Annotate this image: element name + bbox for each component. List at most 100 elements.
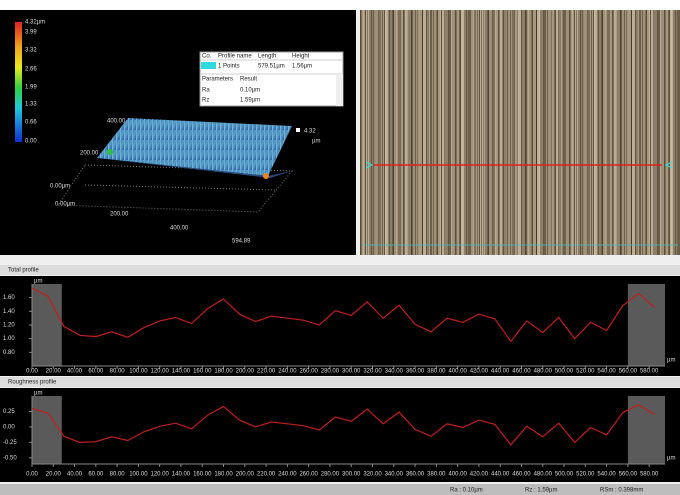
x-tick-label: 200.00 bbox=[236, 369, 255, 375]
profile-table: Co. Profile name Length Height 1 Points … bbox=[200, 52, 343, 106]
x-tick-label: 460.00 bbox=[512, 369, 531, 375]
unit-label: µm bbox=[667, 456, 675, 462]
unit-label: µm bbox=[34, 279, 42, 285]
x-tick-label: 120.00 bbox=[151, 369, 170, 375]
status-item: RSm : 0.398mm bbox=[600, 488, 643, 494]
section-header bbox=[0, 377, 680, 387]
y-tick-label: -0.50 bbox=[3, 455, 17, 461]
x-tick-label: 80.00 bbox=[110, 472, 126, 478]
x-tick-label: 180.00 bbox=[214, 369, 233, 375]
x-tick-label: 40.00 bbox=[67, 369, 83, 375]
colorbar-label: 0.00 bbox=[25, 139, 37, 145]
x-tick-label: 520.00 bbox=[576, 369, 595, 375]
x-tick-label: 120.00 bbox=[151, 472, 170, 478]
y-tick-label: 1.60 bbox=[3, 295, 15, 301]
section-title: Total profile bbox=[8, 268, 39, 274]
colorbar bbox=[15, 22, 22, 142]
x-tick-label: 380.00 bbox=[427, 369, 446, 375]
colorbar-label: 3.99 bbox=[25, 30, 37, 36]
colorbar-label: 4.32µm bbox=[25, 20, 45, 26]
x-tick-label: 320.00 bbox=[363, 472, 382, 478]
y-tick-label: 1.00 bbox=[3, 336, 15, 342]
height-unit: µm bbox=[312, 139, 320, 145]
excluded-region bbox=[32, 396, 62, 464]
x-tick-label: 540.00 bbox=[597, 369, 616, 375]
table-header: Result bbox=[240, 77, 257, 83]
x-tick-label: 460.00 bbox=[512, 472, 531, 478]
marker bbox=[296, 128, 300, 132]
param-name: Ra bbox=[202, 88, 210, 94]
x-tick-label: 520.00 bbox=[576, 472, 595, 478]
excluded-region bbox=[628, 284, 665, 366]
scrollbar[interactable] bbox=[336, 74, 343, 106]
marker bbox=[263, 173, 269, 179]
table-cell: 1 Points bbox=[218, 64, 240, 70]
x-tick-label: 140.00 bbox=[172, 369, 191, 375]
axis-label: 200.00 bbox=[110, 212, 129, 218]
x-tick-label: 580.00 bbox=[640, 472, 659, 478]
param-name: Rz bbox=[202, 98, 209, 104]
param-value: 0.10µm bbox=[240, 88, 260, 94]
x-tick-label: 260.00 bbox=[299, 369, 318, 375]
y-tick-label: 0.00 bbox=[3, 424, 15, 430]
x-tick-label: 100.00 bbox=[129, 369, 148, 375]
x-tick-label: 240.00 bbox=[278, 472, 297, 478]
x-tick-label: 160.00 bbox=[193, 472, 212, 478]
x-tick-label: 60.00 bbox=[88, 369, 104, 375]
x-tick-label: 560.00 bbox=[619, 369, 638, 375]
x-tick-label: 400.00 bbox=[448, 472, 467, 478]
param-value: 1.59µm bbox=[240, 98, 260, 104]
status-item: Rz : 1.59µm bbox=[525, 488, 557, 494]
y-tick-label: 0.80 bbox=[3, 350, 15, 356]
x-tick-label: 420.00 bbox=[470, 369, 489, 375]
x-tick-label: 360.00 bbox=[406, 369, 425, 375]
x-tick-label: 440.00 bbox=[491, 369, 510, 375]
plot-panel bbox=[0, 276, 680, 376]
x-tick-label: 320.00 bbox=[363, 369, 382, 375]
x-tick-label: 380.00 bbox=[427, 472, 446, 478]
x-tick-label: 280.00 bbox=[321, 472, 340, 478]
table-cell: 1.56µm bbox=[292, 64, 312, 70]
x-tick-label: 580.00 bbox=[640, 369, 659, 375]
table-header: Length bbox=[258, 54, 276, 60]
status-item: Ra : 0.10µm bbox=[450, 488, 483, 494]
x-tick-label: 360.00 bbox=[406, 472, 425, 478]
colorbar-label: 3.32 bbox=[25, 48, 37, 54]
x-tick-label: 540.00 bbox=[597, 472, 616, 478]
x-tick-label: 280.00 bbox=[321, 369, 340, 375]
section-header bbox=[0, 265, 680, 275]
x-tick-label: 80.00 bbox=[110, 369, 126, 375]
axis-label: 400.00 bbox=[170, 226, 189, 232]
x-tick-label: 240.00 bbox=[278, 369, 297, 375]
x-tick-label: 180.00 bbox=[214, 472, 233, 478]
x-tick-label: 40.00 bbox=[67, 472, 83, 478]
color-swatch bbox=[201, 62, 216, 69]
y-tick-label: 1.20 bbox=[3, 323, 15, 329]
colorbar-label: 1.99 bbox=[25, 85, 37, 91]
x-tick-label: 200.00 bbox=[236, 472, 255, 478]
x-tick-label: 20.00 bbox=[46, 472, 62, 478]
unit-label: µm bbox=[34, 391, 42, 397]
x-tick-label: 500.00 bbox=[555, 369, 574, 375]
y-tick-label: -0.25 bbox=[3, 440, 17, 446]
top-strip bbox=[0, 0, 680, 10]
axis-label: 0.00µm bbox=[50, 184, 70, 190]
x-tick-label: 300.00 bbox=[342, 472, 361, 478]
y-tick-label: 0.25 bbox=[3, 409, 15, 415]
y-tick-label: 1.40 bbox=[3, 309, 15, 315]
x-tick-label: 60.00 bbox=[88, 472, 104, 478]
x-tick-label: 140.00 bbox=[172, 472, 191, 478]
section-title: Roughness profile bbox=[8, 380, 57, 386]
x-tick-label: 0.00 bbox=[26, 369, 38, 375]
x-tick-label: 480.00 bbox=[534, 472, 553, 478]
x-tick-label: 420.00 bbox=[470, 472, 489, 478]
x-tick-label: 440.00 bbox=[491, 472, 510, 478]
table-cell: 579.51µm bbox=[258, 64, 285, 70]
table-header: Height bbox=[292, 54, 310, 60]
page: 400.00 200.00 0.00µm 0.00µm 200.00 400.0… bbox=[0, 0, 680, 495]
plot-panel bbox=[0, 388, 680, 482]
x-tick-label: 260.00 bbox=[299, 472, 318, 478]
status-bar bbox=[0, 484, 680, 495]
x-tick-label: 220.00 bbox=[257, 472, 276, 478]
table-header: Profile name bbox=[218, 54, 252, 60]
